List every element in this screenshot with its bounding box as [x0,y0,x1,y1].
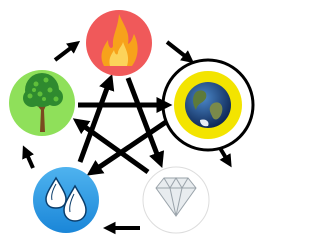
earth-node [163,60,253,150]
arrow-wood-fire [55,44,76,60]
arrow-fire-metal [128,78,160,162]
five-elements-diagram [0,0,259,242]
metal-node [143,167,209,233]
arrow-fire-earth [167,42,190,60]
arrow-earth-metal [220,148,229,163]
water-node [33,167,99,233]
arrow-metal-wood [78,122,148,172]
fire-node [86,10,152,76]
control-arrows [78,78,166,172]
wood-node [9,70,75,136]
arrow-water-fire [80,80,110,162]
arrow-water-wood [25,150,33,168]
